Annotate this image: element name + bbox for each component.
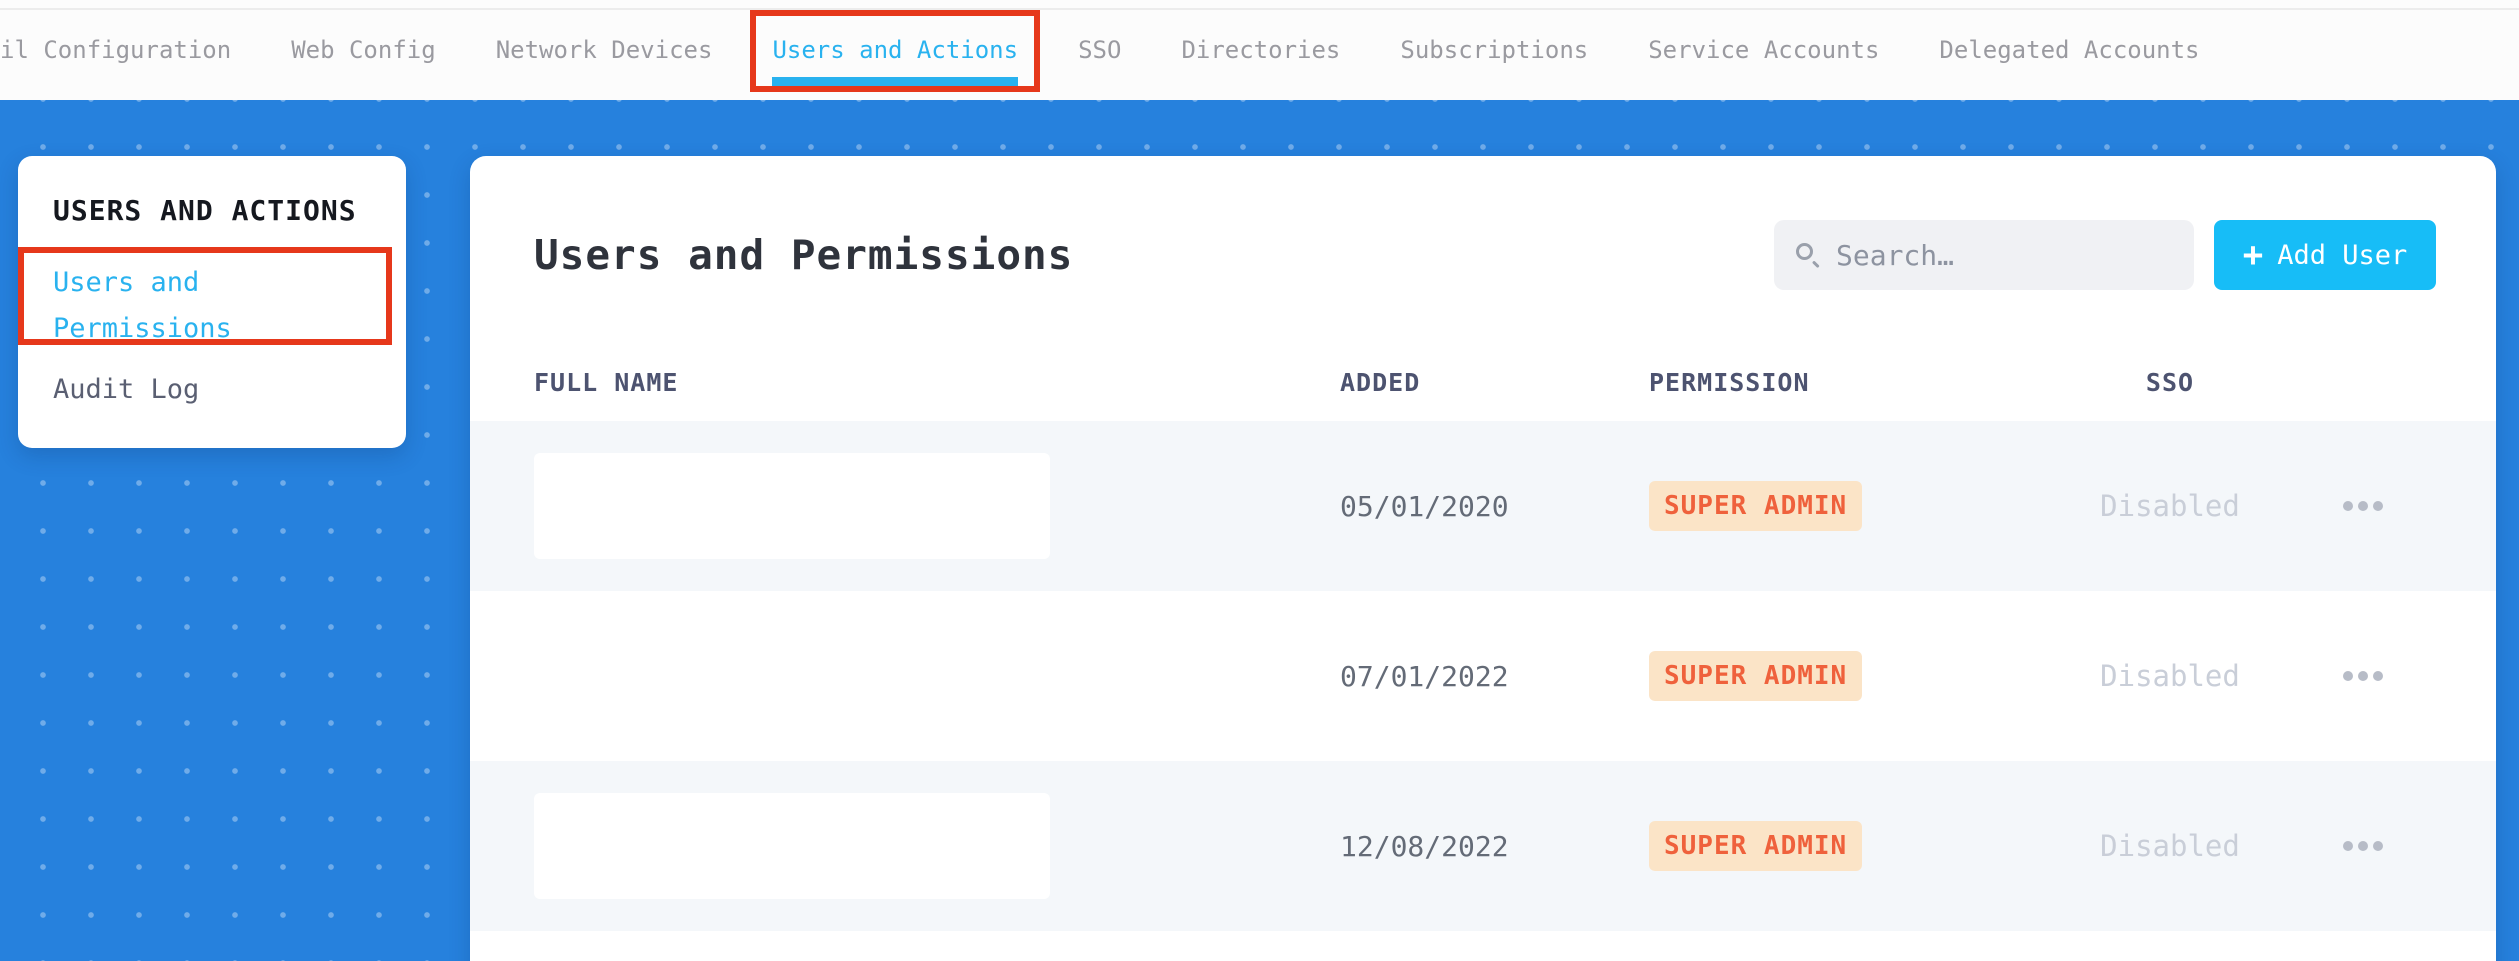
search-icon xyxy=(1796,243,1820,269)
column-header-added: ADDED xyxy=(1340,368,1421,397)
card-header: Users and Permissions + Add User xyxy=(470,156,2496,290)
tab-users-and-actions[interactable]: Users and Actions xyxy=(750,0,1041,100)
tab-delegated-accounts[interactable]: Delegated Accounts xyxy=(1939,36,2200,64)
tab-sso[interactable]: SSO xyxy=(1078,36,1122,64)
top-divider-line xyxy=(0,8,2519,10)
name-redaction-box xyxy=(534,453,1050,559)
ellipsis-icon xyxy=(2342,841,2353,851)
table-header: FULL NAME ADDED PERMISSION SSO xyxy=(470,368,2496,397)
sidebar-heading: USERS AND ACTIONS xyxy=(53,194,357,227)
table-body: 05/01/2020 SUPER ADMIN Disabled 07/01/20… xyxy=(470,421,2496,931)
tab-network-devices[interactable]: Network Devices xyxy=(495,36,713,64)
sidebar-item-users-and-permissions[interactable]: Users and Permissions xyxy=(53,267,232,344)
sso-status: Disabled xyxy=(2100,659,2240,693)
sidebar-card: USERS AND ACTIONS Users and Permissions … xyxy=(18,156,406,448)
name-redaction-box xyxy=(534,623,1050,729)
active-tab-underline xyxy=(772,77,1019,86)
tab-list: il Configuration Web Config Network Devi… xyxy=(0,0,2519,100)
column-header-sso: SSO xyxy=(2145,368,2195,397)
tab-directories[interactable]: Directories xyxy=(1181,36,1341,64)
main-card: Users and Permissions + Add User FULL NA… xyxy=(470,156,2496,961)
search-input[interactable] xyxy=(1836,238,2195,272)
ellipsis-icon xyxy=(2342,501,2353,511)
active-item-indicator xyxy=(18,256,24,338)
permission-badge: SUPER ADMIN xyxy=(1649,651,1863,701)
tab-subscriptions[interactable]: Subscriptions xyxy=(1400,36,1589,64)
tab-users-and-actions-label: Users and Actions xyxy=(772,36,1019,64)
row-menu-button[interactable] xyxy=(2270,656,2455,696)
sso-status: Disabled xyxy=(2100,489,2240,523)
table-row: 05/01/2020 SUPER ADMIN Disabled xyxy=(470,421,2496,591)
added-cell: 12/08/2022 xyxy=(1340,829,1509,863)
sidebar-item-audit-log[interactable]: Audit Log xyxy=(53,374,200,405)
permission-badge: SUPER ADMIN xyxy=(1649,481,1863,531)
tab-web-config[interactable]: Web Config xyxy=(291,36,436,64)
permission-badge: SUPER ADMIN xyxy=(1649,821,1863,871)
name-redaction-box xyxy=(534,793,1050,899)
add-user-button[interactable]: + Add User xyxy=(2214,220,2436,290)
table-row: 12/08/2022 SUPER ADMIN Disabled xyxy=(470,761,2496,931)
ellipsis-icon xyxy=(2342,671,2353,681)
tab-bar: il Configuration Web Config Network Devi… xyxy=(0,0,2519,100)
row-menu-button[interactable] xyxy=(2270,826,2455,866)
added-cell: 07/01/2022 xyxy=(1340,659,1509,693)
add-user-label: Add User xyxy=(2277,239,2408,271)
dotted-background: USERS AND ACTIONS Users and Permissions … xyxy=(0,100,2519,961)
column-header-full-name: FULL NAME xyxy=(534,368,679,397)
tab-service-accounts[interactable]: Service Accounts xyxy=(1648,36,1880,64)
plus-icon: + xyxy=(2242,235,2264,275)
tab-configuration[interactable]: il Configuration xyxy=(0,36,232,64)
sso-status: Disabled xyxy=(2100,829,2240,863)
page-title: Users and Permissions xyxy=(534,231,1074,279)
added-cell: 05/01/2020 xyxy=(1340,489,1509,523)
column-header-permission: PERMISSION xyxy=(1649,368,1810,397)
table-row: 07/01/2022 SUPER ADMIN Disabled xyxy=(470,591,2496,761)
row-menu-button[interactable] xyxy=(2270,486,2455,526)
search-box xyxy=(1774,220,2195,290)
